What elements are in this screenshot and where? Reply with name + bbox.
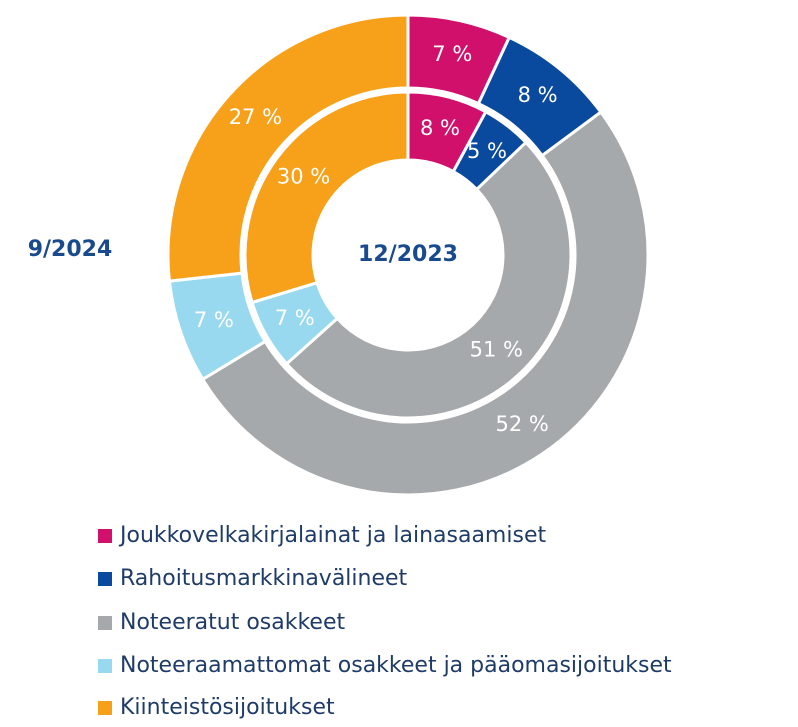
slice-label: 7 % — [432, 42, 472, 66]
slice-label: 5 % — [467, 139, 507, 163]
outer-ring-name: 9/2024 — [28, 237, 113, 262]
slice — [166, 13, 410, 283]
slice-label: 52 % — [496, 412, 549, 436]
legend-swatch — [98, 701, 112, 715]
legend-label: Noteeraamattomat osakkeet ja pääomasijoi… — [120, 653, 672, 678]
legend-label: Kiinteistösijoitukset — [120, 695, 335, 720]
slice-label: 51 % — [470, 337, 523, 361]
slice-label: 8 % — [518, 83, 558, 107]
inner-ring-name: 12/2023 — [358, 242, 458, 267]
legend-swatch — [98, 659, 112, 673]
slice-label: 7 % — [194, 308, 234, 332]
legend-swatch — [98, 572, 112, 586]
legend-label: Rahoitusmarkkinavälineet — [120, 566, 408, 591]
legend-swatch — [98, 616, 112, 630]
slice-label: 30 % — [277, 165, 330, 189]
legend-swatch — [98, 529, 112, 543]
slice-label: 7 % — [275, 306, 315, 330]
slice — [243, 90, 410, 305]
slice — [284, 140, 573, 420]
slice-label: 27 % — [229, 105, 282, 129]
slice — [200, 110, 650, 497]
legend-label: Joukkovelkakirjalainat ja lainasaamiset — [118, 523, 546, 548]
slice-label: 8 % — [420, 116, 460, 140]
legend-label: Noteeratut osakkeet — [120, 610, 345, 635]
